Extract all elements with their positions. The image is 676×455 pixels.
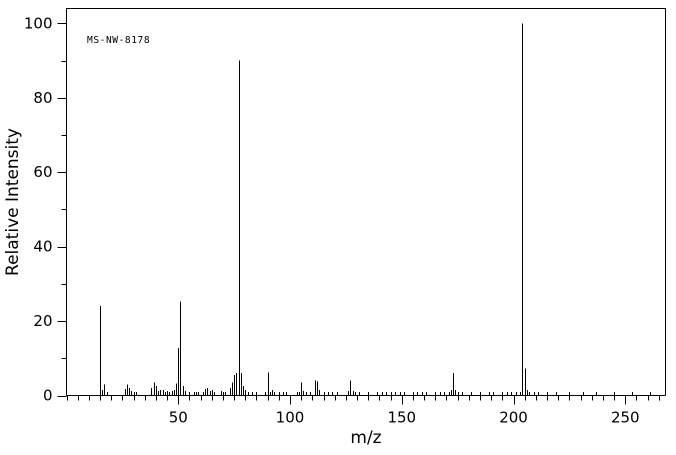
- y-tick-label: 40: [33, 238, 52, 256]
- x-tick-label: 250: [611, 409, 640, 427]
- spectrum-id-annotation: MS-NW-8178: [87, 35, 150, 46]
- y-tick-label: 80: [33, 89, 52, 107]
- y-tick-label: 20: [33, 312, 52, 330]
- y-axis-label: Relative Intensity: [3, 128, 23, 276]
- y-tick-label: 60: [33, 163, 52, 181]
- x-axis-tick-labels: 50 100 150 200 250: [169, 409, 640, 427]
- spectrum-peaks: [99, 23, 651, 396]
- y-axis-tick-labels: 0 20 40 60 80 100: [24, 14, 53, 404]
- y-axis-ticks: [57, 23, 67, 397]
- x-tick-label: 50: [169, 409, 188, 427]
- plot-frame: [66, 8, 666, 396]
- x-axis-ticks: [67, 395, 660, 405]
- x-tick-label: 200: [499, 409, 528, 427]
- x-tick-label: 100: [276, 409, 305, 427]
- x-axis-label: m/z: [350, 428, 381, 448]
- y-tick-label: 100: [24, 14, 53, 32]
- y-tick-label: 0: [43, 387, 53, 405]
- x-tick-label: 150: [387, 409, 416, 427]
- axes-box: [66, 8, 666, 396]
